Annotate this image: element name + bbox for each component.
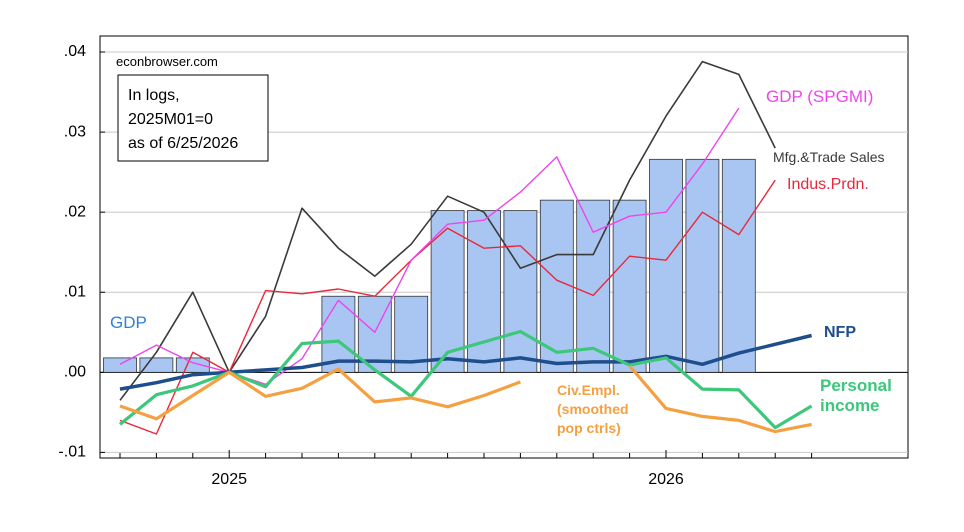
bar bbox=[467, 210, 501, 373]
x-tick-label: 2026 bbox=[648, 471, 684, 488]
x-tick-label: 2025 bbox=[211, 471, 247, 488]
bar bbox=[576, 199, 611, 373]
y-tick-label: .04 bbox=[64, 43, 86, 60]
y-tick-label: -.01 bbox=[58, 444, 86, 461]
bar bbox=[612, 199, 647, 373]
series-label: Indus.Prdn. bbox=[787, 176, 869, 193]
series-label: Civ.Empl. (smoothed pop ctrls) bbox=[557, 382, 629, 436]
line bbox=[119, 364, 812, 434]
bar bbox=[175, 357, 210, 373]
y-tick-label: .01 bbox=[64, 283, 86, 300]
line bbox=[119, 333, 813, 391]
source: econbrowser.com bbox=[116, 54, 218, 69]
y-tick-label: .03 bbox=[64, 123, 86, 140]
note-text: In logs, bbox=[128, 87, 180, 104]
note-box bbox=[117, 74, 269, 162]
series-label: GDP bbox=[110, 313, 147, 332]
series-label: GDP (SPGMI) bbox=[766, 87, 874, 106]
bar bbox=[539, 199, 574, 373]
note-text: 2025M01=0 bbox=[128, 111, 213, 128]
series-label: NFP bbox=[824, 324, 856, 341]
y-tick-label: .02 bbox=[64, 203, 86, 220]
series-label: Personal income bbox=[820, 376, 892, 415]
y-tick-label: .00 bbox=[64, 364, 86, 381]
bar bbox=[139, 357, 174, 373]
bar bbox=[685, 158, 720, 373]
note-text: as of 6/25/2026 bbox=[128, 135, 238, 152]
bar bbox=[103, 357, 137, 373]
series-label: Mfg.&Trade Sales bbox=[773, 149, 885, 165]
bar bbox=[649, 158, 683, 373]
bar bbox=[721, 158, 756, 373]
line bbox=[119, 107, 740, 385]
bar bbox=[503, 210, 538, 373]
